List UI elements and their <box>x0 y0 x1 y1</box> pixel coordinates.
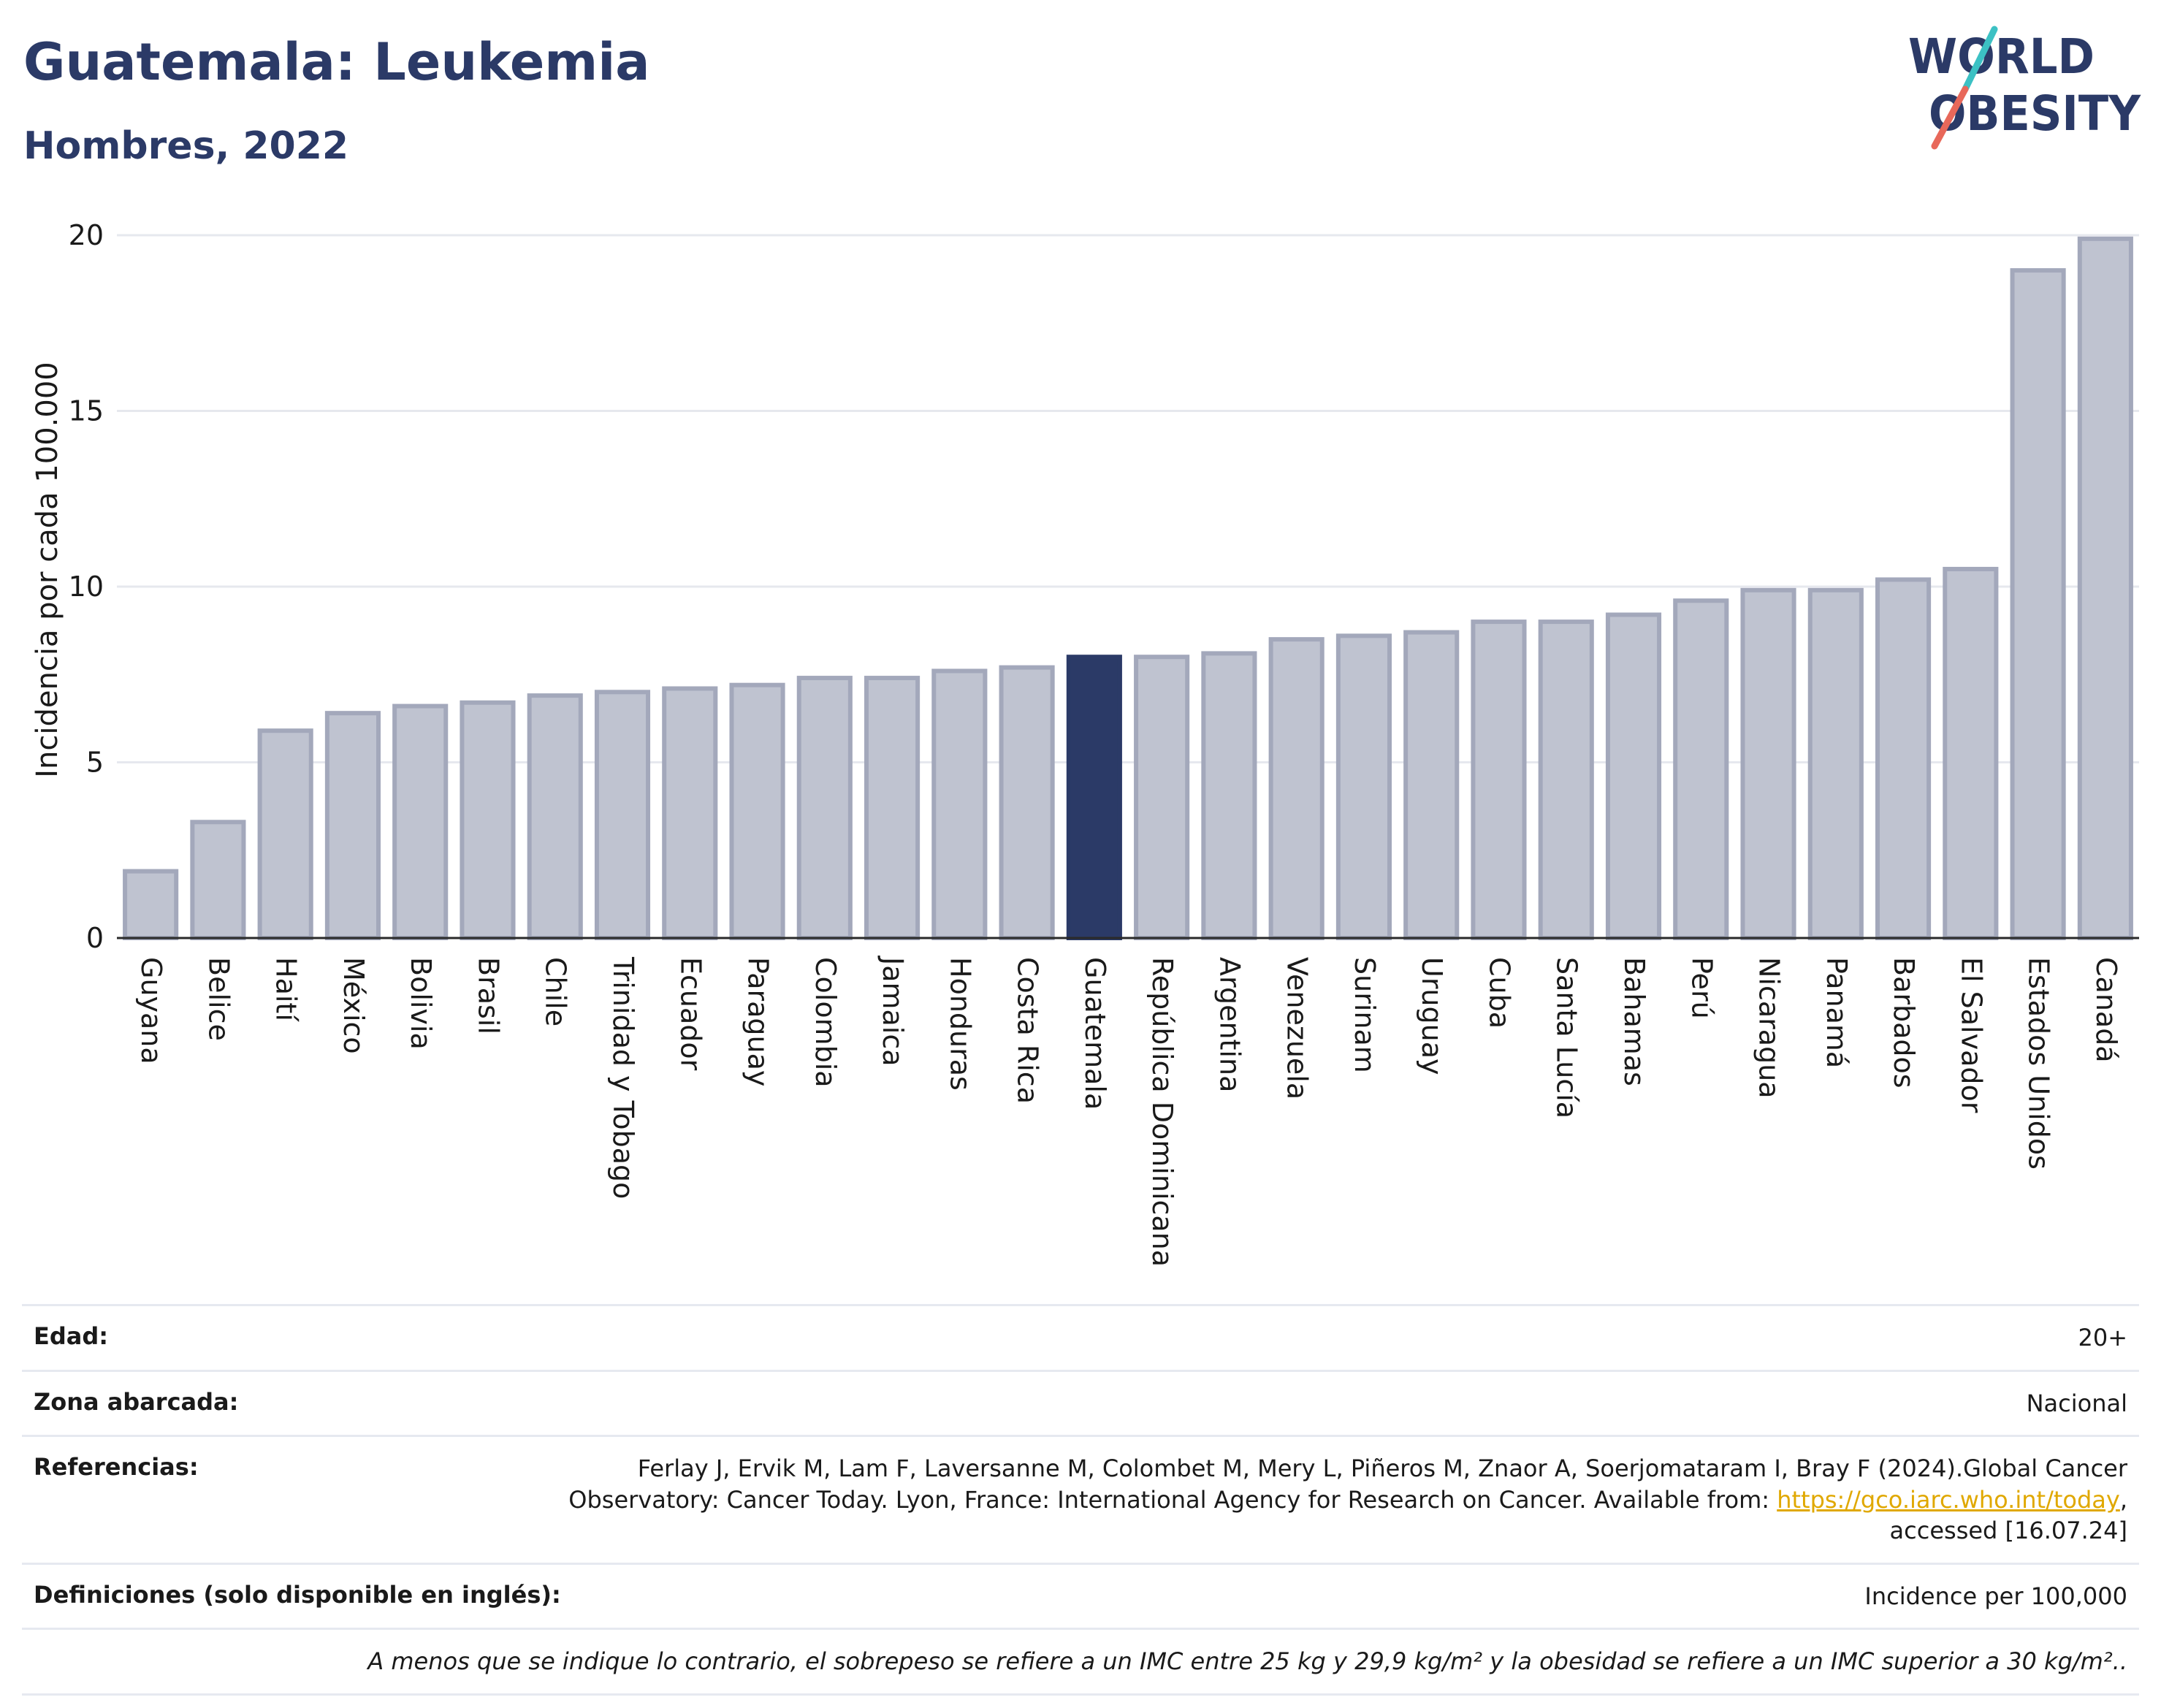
x-tick-label: México <box>338 957 370 1054</box>
bar-guyana <box>123 869 179 940</box>
bar-paraguay <box>729 682 785 940</box>
x-tick-label: Costa Rica <box>1012 957 1044 1104</box>
x-tick-label: Barbados <box>1888 957 1920 1089</box>
meta-row-age: Edad: 20+ <box>22 1304 2139 1370</box>
zone-value: Nacional <box>2026 1389 2127 1417</box>
y-tick-label: 10 <box>69 571 104 603</box>
references-line-1: Ferlay J, Ervik M, Lam F, Laversanne M, … <box>637 1455 2127 1483</box>
x-tick-label: Ecuador <box>674 957 706 1071</box>
x-tick-label: Honduras <box>944 957 976 1091</box>
bar-el-salvador <box>1943 566 1999 940</box>
x-tick-label: Surinam <box>1349 957 1381 1073</box>
bar-república-dominicana <box>1134 655 1190 940</box>
bar-jamaica <box>864 676 921 940</box>
y-tick-label: 15 <box>69 395 104 427</box>
x-tick-label: Estados Unidos <box>2023 957 2055 1170</box>
x-tick-label: Argentina <box>1213 957 1246 1092</box>
references-line-2-end: , <box>2119 1485 2127 1514</box>
bar-nicaragua <box>1740 587 1796 940</box>
x-tick-label: Perú <box>1685 957 1718 1019</box>
bar-méxico <box>324 711 381 940</box>
bar-cuba <box>1471 619 1527 940</box>
age-label: Edad: <box>34 1322 109 1350</box>
references-value: Ferlay J, Ervik M, Lam F, Laversanne M, … <box>568 1453 2127 1547</box>
x-tick-label: Trinidad y Tobago <box>607 956 639 1199</box>
bar-canadá <box>2077 236 2133 940</box>
obesity-note: A menos que se indique lo contrario, el … <box>367 1647 2127 1676</box>
page-title: Guatemala: Leukemia <box>23 32 650 92</box>
definitions-value: Incidence per 100,000 <box>1864 1582 2127 1610</box>
x-tick-label: Bahamas <box>1618 957 1650 1086</box>
bar-trinidad-y-tobago <box>594 690 651 940</box>
bar-bahamas <box>1605 612 1662 940</box>
bar-panamá <box>1807 587 1864 940</box>
age-value: 20+ <box>2078 1324 2127 1351</box>
x-tick-label: Guyana <box>135 957 167 1064</box>
meta-row-references: Referencias: Ferlay J, Ervik M, Lam F, L… <box>22 1435 2139 1563</box>
bar-barbados <box>1875 577 1932 940</box>
x-tick-label: Nicaragua <box>1753 957 1785 1099</box>
y-axis-label: Incidencia por cada 100.000 <box>31 362 64 778</box>
x-tick-label: Venezuela <box>1281 957 1314 1099</box>
bar-surinam <box>1335 633 1392 941</box>
bar-guatemala <box>1066 655 1122 940</box>
bar-ecuador <box>662 686 718 940</box>
world-obesity-logo: WORLD OBESITY <box>1908 26 2141 150</box>
references-line-2: Observatory: Cancer Today. Lyon, France:… <box>568 1485 1777 1514</box>
x-tick-label: Paraguay <box>742 957 774 1086</box>
definitions-label: Definiciones (solo disponible en inglés)… <box>34 1580 561 1609</box>
x-tick-label: Cuba <box>1483 957 1515 1029</box>
bar-colombia <box>796 676 853 940</box>
x-tick-label: El Salvador <box>1955 957 1987 1113</box>
metadata-table: Edad: 20+ Zona abarcada: Nacional Refere… <box>22 1304 2139 1696</box>
references-link[interactable]: https://gco.iarc.who.int/today <box>1777 1485 2120 1514</box>
x-tick-label: Colombia <box>809 957 842 1088</box>
y-tick-label: 5 <box>86 747 104 779</box>
bar-haití <box>257 728 313 941</box>
x-tick-label: Guatemala <box>1079 957 1111 1110</box>
x-tick-label: Belice <box>202 957 235 1041</box>
bar-chile <box>527 693 583 940</box>
bar-perú <box>1673 598 1729 940</box>
references-label: Referencias: <box>34 1453 199 1482</box>
meta-row-definitions: Definiciones (solo disponible en inglés)… <box>22 1562 2139 1628</box>
meta-row-note: A menos que se indique lo contrario, el … <box>22 1628 2139 1696</box>
bar-venezuela <box>1268 637 1325 941</box>
x-tick-label: Jamaica <box>877 956 909 1067</box>
zone-label: Zona abarcada: <box>34 1387 239 1416</box>
bar-estados-unidos <box>2010 268 2066 941</box>
page-subtitle: Hombres, 2022 <box>23 124 349 168</box>
bar-santa-lucía <box>1538 619 1594 940</box>
bar-brasil <box>460 700 516 940</box>
y-tick-label: 20 <box>69 219 104 251</box>
x-tick-label: Canadá <box>2090 957 2122 1063</box>
x-tick-label: Uruguay <box>1416 957 1448 1075</box>
svg-text:WORLD: WORLD <box>1908 28 2095 85</box>
bar-bolivia <box>392 704 449 940</box>
bar-chart: 0 5 10 15 20 Guyana Belice Haití México Bolivia B… <box>31 219 2139 1267</box>
x-tick-label: Santa Lucía <box>1551 957 1583 1118</box>
x-tick-label: Brasil <box>472 957 504 1034</box>
x-tick-label: Chile <box>540 957 572 1026</box>
x-tick-label: Bolivia <box>405 957 437 1050</box>
x-tick-label: República Dominicana <box>1146 957 1178 1267</box>
bar-uruguay <box>1403 630 1460 941</box>
bar-costa-rica <box>999 665 1055 940</box>
meta-row-zone: Zona abarcada: Nacional <box>22 1369 2139 1436</box>
x-tick-label: Panamá <box>1821 957 1853 1068</box>
bar-argentina <box>1201 651 1257 940</box>
bar-honduras <box>931 668 988 940</box>
x-tick-label: Haití <box>270 957 302 1022</box>
references-line-3: accessed [16.07.24] <box>1889 1517 2127 1545</box>
y-tick-label: 0 <box>86 922 104 954</box>
bar-belice <box>190 820 246 941</box>
